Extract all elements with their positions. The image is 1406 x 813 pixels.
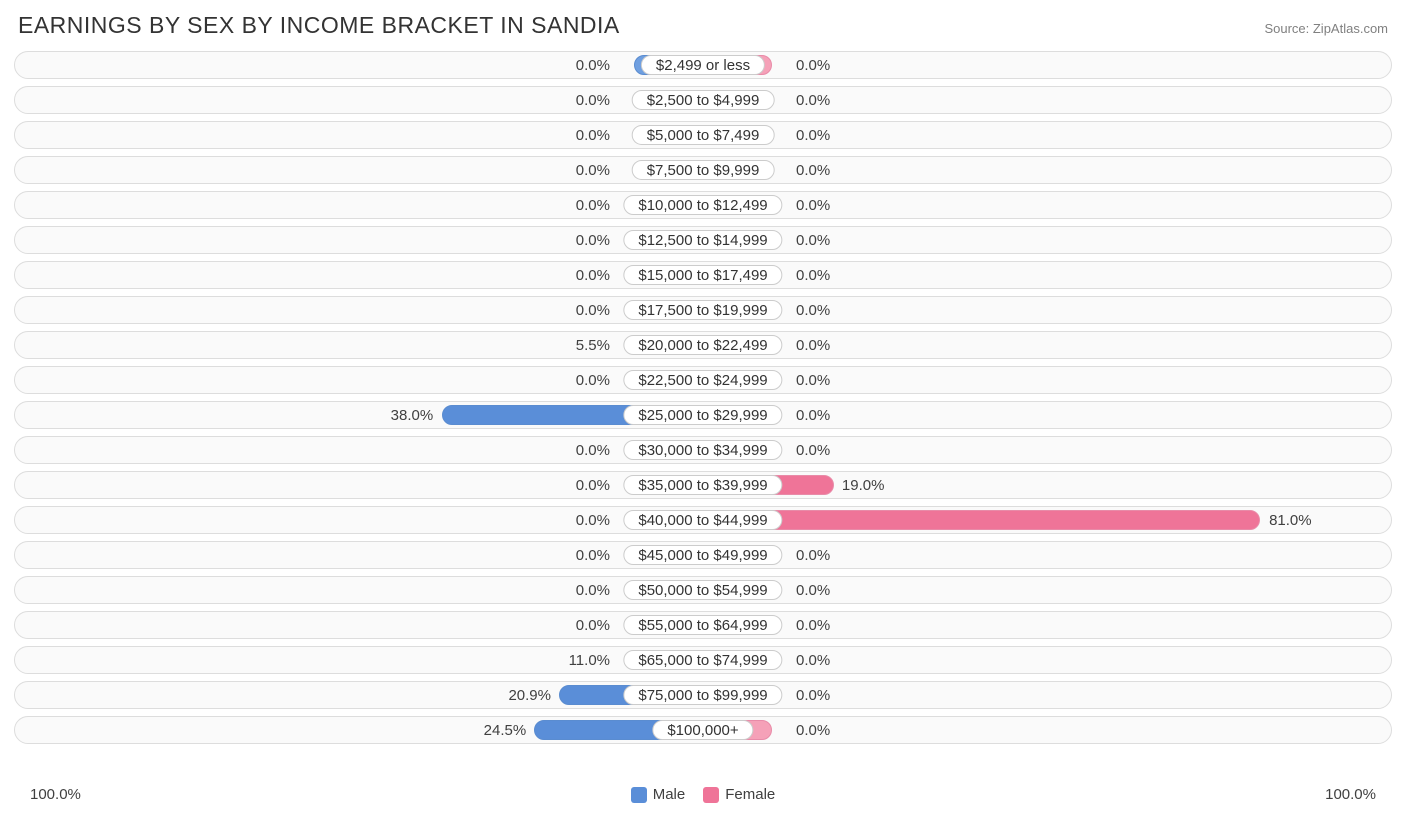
category-label: $100,000+ — [652, 720, 753, 740]
female-bar — [703, 510, 1260, 530]
chart-row: 0.0% 0.0% $10,000 to $12,499 — [14, 191, 1392, 219]
female-value: 0.0% — [796, 717, 830, 745]
male-value: 0.0% — [576, 227, 610, 255]
female-swatch — [703, 787, 719, 803]
female-value: 0.0% — [796, 227, 830, 255]
diverging-bar-chart: 0.0% 0.0% $2,499 or less 0.0% 0.0% $2,500 to … — [0, 47, 1406, 744]
chart-row: 0.0% 0.0% $45,000 to $49,999 — [14, 541, 1392, 569]
chart-row: 0.0% 0.0% $17,500 to $19,999 — [14, 296, 1392, 324]
category-label: $55,000 to $64,999 — [623, 615, 782, 635]
female-value: 0.0% — [796, 192, 830, 220]
male-value: 0.0% — [576, 122, 610, 150]
category-label: $10,000 to $12,499 — [623, 195, 782, 215]
category-label: $40,000 to $44,999 — [623, 510, 782, 530]
chart-row: 0.0% 19.0% $35,000 to $39,999 — [14, 471, 1392, 499]
male-value: 24.5% — [484, 717, 527, 745]
chart-row: 0.0% 0.0% $30,000 to $34,999 — [14, 436, 1392, 464]
female-value: 0.0% — [796, 332, 830, 360]
chart-row: 0.0% 0.0% $2,500 to $4,999 — [14, 86, 1392, 114]
category-label: $50,000 to $54,999 — [623, 580, 782, 600]
category-label: $15,000 to $17,499 — [623, 265, 782, 285]
legend: Male Female — [631, 786, 776, 803]
axis-max-right: 100.0% — [1325, 786, 1376, 803]
female-value: 0.0% — [796, 157, 830, 185]
male-value: 5.5% — [576, 332, 610, 360]
male-value: 0.0% — [576, 437, 610, 465]
chart-row: 0.0% 0.0% $55,000 to $64,999 — [14, 611, 1392, 639]
category-label: $2,499 or less — [641, 55, 765, 75]
male-value: 20.9% — [508, 682, 551, 710]
chart-row: 24.5% 0.0% $100,000+ — [14, 716, 1392, 744]
female-value: 0.0% — [796, 612, 830, 640]
header: EARNINGS BY SEX BY INCOME BRACKET IN SAN… — [0, 0, 1406, 47]
chart-row: 0.0% 0.0% $22,500 to $24,999 — [14, 366, 1392, 394]
chart-title: EARNINGS BY SEX BY INCOME BRACKET IN SAN… — [18, 12, 620, 39]
category-label: $75,000 to $99,999 — [623, 685, 782, 705]
female-value: 0.0% — [796, 367, 830, 395]
female-value: 0.0% — [796, 647, 830, 675]
male-value: 0.0% — [576, 577, 610, 605]
male-value: 0.0% — [576, 472, 610, 500]
chart-footer: 100.0% Male Female 100.0% — [0, 786, 1406, 803]
female-value: 0.0% — [796, 437, 830, 465]
chart-row: 0.0% 0.0% $2,499 or less — [14, 51, 1392, 79]
female-value: 0.0% — [796, 262, 830, 290]
category-label: $45,000 to $49,999 — [623, 545, 782, 565]
category-label: $5,000 to $7,499 — [632, 125, 775, 145]
chart-row: 11.0% 0.0% $65,000 to $74,999 — [14, 646, 1392, 674]
chart-source: Source: ZipAtlas.com — [1264, 21, 1388, 36]
category-label: $35,000 to $39,999 — [623, 475, 782, 495]
male-value: 0.0% — [576, 262, 610, 290]
male-value: 0.0% — [576, 192, 610, 220]
male-swatch — [631, 787, 647, 803]
category-label: $17,500 to $19,999 — [623, 300, 782, 320]
female-value: 0.0% — [796, 87, 830, 115]
male-value: 11.0% — [569, 647, 610, 675]
female-value: 0.0% — [796, 682, 830, 710]
male-value: 0.0% — [576, 157, 610, 185]
female-value: 0.0% — [796, 122, 830, 150]
male-value: 0.0% — [576, 52, 610, 80]
category-label: $20,000 to $22,499 — [623, 335, 782, 355]
female-value: 0.0% — [796, 52, 830, 80]
female-value: 0.0% — [796, 542, 830, 570]
chart-row: 0.0% 0.0% $50,000 to $54,999 — [14, 576, 1392, 604]
legend-male: Male — [631, 786, 686, 803]
category-label: $65,000 to $74,999 — [623, 650, 782, 670]
male-value: 38.0% — [391, 402, 434, 430]
category-label: $2,500 to $4,999 — [632, 90, 775, 110]
male-value: 0.0% — [576, 297, 610, 325]
chart-row: 0.0% 0.0% $5,000 to $7,499 — [14, 121, 1392, 149]
female-value: 0.0% — [796, 297, 830, 325]
male-value: 0.0% — [576, 612, 610, 640]
female-value: 81.0% — [1269, 507, 1312, 535]
female-value: 0.0% — [796, 402, 830, 430]
category-label: $12,500 to $14,999 — [623, 230, 782, 250]
chart-row: 20.9% 0.0% $75,000 to $99,999 — [14, 681, 1392, 709]
category-label: $22,500 to $24,999 — [623, 370, 782, 390]
male-value: 0.0% — [576, 542, 610, 570]
chart-row: 5.5% 0.0% $20,000 to $22,499 — [14, 331, 1392, 359]
category-label: $7,500 to $9,999 — [632, 160, 775, 180]
axis-max-left: 100.0% — [30, 786, 81, 803]
chart-row: 0.0% 0.0% $12,500 to $14,999 — [14, 226, 1392, 254]
male-value: 0.0% — [576, 87, 610, 115]
male-value: 0.0% — [576, 507, 610, 535]
category-label: $30,000 to $34,999 — [623, 440, 782, 460]
female-value: 0.0% — [796, 577, 830, 605]
chart-row: 0.0% 81.0% $40,000 to $44,999 — [14, 506, 1392, 534]
chart-row: 38.0% 0.0% $25,000 to $29,999 — [14, 401, 1392, 429]
category-label: $25,000 to $29,999 — [623, 405, 782, 425]
legend-female: Female — [703, 786, 775, 803]
chart-row: 0.0% 0.0% $15,000 to $17,499 — [14, 261, 1392, 289]
male-value: 0.0% — [576, 367, 610, 395]
chart-row: 0.0% 0.0% $7,500 to $9,999 — [14, 156, 1392, 184]
female-value: 19.0% — [842, 472, 885, 500]
